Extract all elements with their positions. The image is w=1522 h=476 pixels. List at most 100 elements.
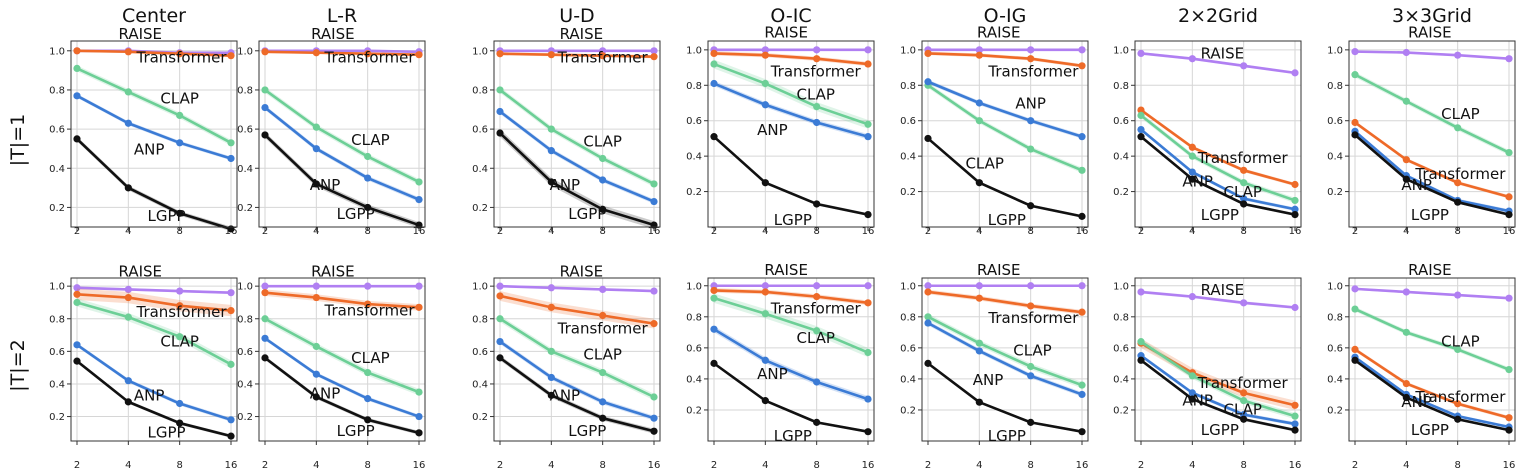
band-transformer <box>500 291 654 329</box>
point-transformer <box>1188 143 1196 151</box>
point-lgpp <box>1505 426 1513 434</box>
point-raise <box>761 46 769 54</box>
series-line-transformer <box>927 290 1083 314</box>
point-anp <box>813 378 821 386</box>
point-transformer <box>1027 302 1035 310</box>
y-tick-label: 0.2 <box>472 412 488 423</box>
point-lgpp <box>312 393 320 401</box>
panel-t-1-3-3grid: 0.2 0.4 0.6 0.8 1.0 2 4 8 16 RAISE Transformer CLAP… <box>1327 23 1516 237</box>
series-label-anp: ANP <box>310 385 341 403</box>
point-raise <box>1240 299 1248 307</box>
series-label-raise: RAISE <box>560 25 604 43</box>
series-label-clap: CLAP <box>160 90 198 108</box>
point-anp <box>650 414 658 422</box>
x-tick-label: 4 <box>976 460 982 471</box>
point-anp <box>1078 133 1086 141</box>
point-raise <box>864 282 872 290</box>
series-label-clap: CLAP <box>160 332 198 350</box>
series-line-anp <box>1140 354 1296 426</box>
point-clap <box>1505 149 1513 157</box>
series-label-anp: ANP <box>550 176 581 194</box>
x-tick-label: 16 <box>225 460 238 471</box>
series-line-anp <box>713 82 869 138</box>
x-tick-label: 8 <box>1454 226 1460 237</box>
x-tick-label: 4 <box>762 460 768 471</box>
series-label-transformer: Transformer <box>1197 374 1289 392</box>
x-tick-label: 2 <box>711 226 717 237</box>
y-tick-label: 0.8 <box>49 85 65 96</box>
x-tick-label: 16 <box>1076 460 1089 471</box>
point-transformer <box>312 293 320 302</box>
point-raise <box>124 285 132 294</box>
series-label-raise: RAISE <box>1201 45 1245 63</box>
column-title-2-2grid: 2×2Grid <box>1178 5 1258 27</box>
series-label-anp: ANP <box>757 121 788 139</box>
series-label-lgpp: LGPP <box>988 211 1026 229</box>
panel-t-1-o-ig: 0.2 0.4 0.6 0.8 1.0 2 4 8 16 RAISE Transformer CLAP… <box>900 23 1089 237</box>
series-label-lgpp: LGPP <box>774 211 812 229</box>
x-tick-label: 8 <box>176 460 182 471</box>
series-label-transformer: Transformer <box>557 49 649 67</box>
band-clap <box>77 298 231 369</box>
y-tick-label: 0.4 <box>686 152 702 163</box>
point-transformer <box>1505 193 1513 201</box>
series-line-transformer <box>1354 121 1510 199</box>
series-line-clap <box>1354 307 1510 371</box>
point-lgpp <box>1291 211 1299 219</box>
y-tick-label: 0.8 <box>472 314 488 325</box>
y-tick-label: 0.6 <box>472 347 488 358</box>
band-lgpp <box>500 355 654 434</box>
y-tick-label: 0.6 <box>900 343 916 354</box>
x-tick-label: 8 <box>176 226 182 237</box>
point-clap <box>761 310 769 318</box>
point-clap <box>261 315 269 323</box>
x-tick-label: 16 <box>648 226 661 237</box>
point-transformer <box>975 51 983 59</box>
point-clap <box>975 339 983 347</box>
point-raise <box>813 282 821 290</box>
point-lgpp <box>650 427 658 435</box>
point-raise <box>1402 48 1410 57</box>
series-label-lgpp: LGPP <box>147 424 185 442</box>
point-transformer <box>975 294 983 302</box>
series-label-anp: ANP <box>973 371 1004 389</box>
y-tick-label: 0.4 <box>237 379 253 390</box>
point-clap <box>415 178 423 186</box>
column-title-3-3grid: 3×3Grid <box>1392 5 1472 27</box>
x-tick-label: 4 <box>548 460 554 471</box>
point-transformer <box>1137 106 1145 114</box>
series-line-clap <box>927 84 1083 172</box>
series-line-anp <box>499 110 655 203</box>
point-clap <box>650 180 658 188</box>
y-tick-label: 1.0 <box>49 46 65 57</box>
series-line-lgpp <box>1140 135 1296 216</box>
point-clap <box>1505 365 1513 374</box>
series-label-lgpp: LGPP <box>337 205 375 223</box>
point-lgpp <box>176 209 184 217</box>
point-raise <box>1291 69 1299 77</box>
series-label-anp: ANP <box>1182 391 1213 409</box>
point-clap <box>813 102 821 111</box>
point-lgpp <box>176 419 184 427</box>
x-tick-label: 4 <box>1403 460 1409 471</box>
point-lgpp <box>975 179 983 187</box>
point-raise <box>176 287 184 295</box>
point-transformer <box>227 307 235 315</box>
point-clap <box>496 315 504 323</box>
point-transformer <box>364 300 372 308</box>
point-lgpp <box>813 418 821 426</box>
panel-t-1-l-r: 0.2 0.4 0.6 0.8 1.0 2 4 8 16 RAISE Transformer CLAP… <box>237 25 426 237</box>
point-lgpp <box>364 416 372 424</box>
point-clap <box>1027 362 1035 371</box>
series-label-transformer: Transformer <box>1414 388 1506 406</box>
y-tick-label: 0.4 <box>1327 374 1343 385</box>
band-lgpp <box>928 137 1082 218</box>
point-raise <box>761 282 769 290</box>
series-line-anp <box>927 80 1083 138</box>
point-transformer <box>415 303 423 311</box>
y-tick-label: 0.2 <box>49 203 65 214</box>
point-transformer <box>1454 179 1462 187</box>
column-title-center: Center <box>122 5 186 27</box>
point-clap <box>176 111 184 119</box>
series-label-transformer: Transformer <box>323 49 415 67</box>
